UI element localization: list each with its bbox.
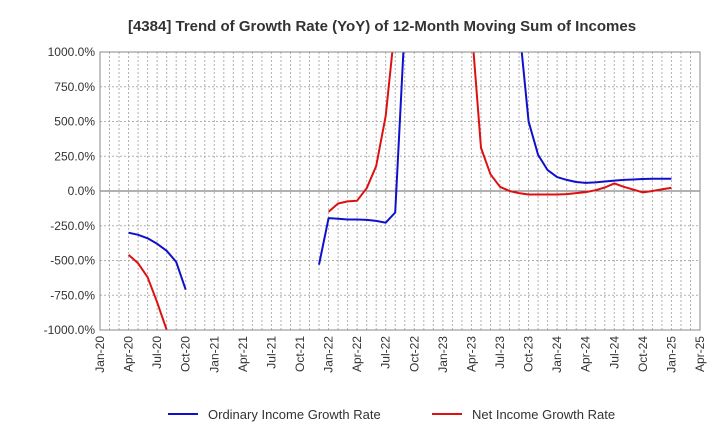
x-tick-label: Oct-20	[179, 336, 193, 372]
series-line-segment	[520, 52, 672, 184]
series-net-income	[127, 52, 672, 330]
x-tick-label: Apr-24	[579, 336, 593, 372]
x-tick-label: Jan-21	[207, 336, 221, 373]
x-tick-label: Jul-24	[607, 336, 621, 369]
legend: Ordinary Income Growth Rate Net Income Gr…	[168, 407, 615, 422]
x-tick-label: Oct-22	[407, 336, 421, 372]
x-tick-label: Apr-20	[122, 336, 136, 372]
x-tick-label: Oct-21	[293, 336, 307, 372]
x-tick-label: Jul-22	[379, 336, 393, 369]
plot-border	[99, 51, 701, 331]
x-tick-label: Jul-23	[493, 336, 507, 369]
chart-title: [4384] Trend of Growth Rate (YoY) of 12-…	[128, 18, 636, 35]
y-tick-label: -750.0%	[50, 288, 95, 302]
x-tick-label: Jan-20	[93, 336, 107, 373]
series-line-segment	[128, 231, 187, 291]
x-tick-label: Jan-24	[550, 336, 564, 373]
y-tick-label: -250.0%	[50, 219, 95, 233]
y-tick-label: 250.0%	[54, 149, 95, 163]
x-tick-label: Jul-20	[150, 336, 164, 369]
legend-label: Ordinary Income Growth Rate	[208, 407, 381, 422]
x-tick-label: Apr-21	[236, 336, 250, 372]
y-axis-ticks: 1000.0% 750.0% 500.0% 250.0% 0.0% -250.0% -500…	[44, 45, 96, 337]
legend-label: Net Income Growth Rate	[472, 407, 615, 422]
y-tick-label: 0.0%	[68, 184, 96, 198]
y-tick-label: 1000.0%	[48, 45, 96, 59]
y-tick-label: 750.0%	[54, 80, 95, 94]
series-line-segment	[127, 254, 168, 330]
series-layer	[127, 52, 672, 330]
x-tick-label: Apr-25	[693, 336, 707, 372]
x-tick-label: Jan-23	[436, 336, 450, 373]
x-tick-label: Jul-21	[264, 336, 278, 369]
x-tick-label: Apr-22	[350, 336, 364, 372]
x-tick-label: Oct-24	[636, 336, 650, 372]
series-line-segment	[318, 52, 405, 265]
x-tick-label: Apr-23	[464, 336, 478, 372]
x-tick-label: Jan-22	[322, 336, 336, 373]
series-line-segment	[472, 52, 672, 196]
x-tick-label: Oct-23	[522, 336, 536, 372]
x-tick-label: Jan-25	[664, 336, 678, 373]
series-line-segment	[327, 52, 394, 213]
y-tick-label: -500.0%	[50, 254, 95, 268]
series-ordinary-income	[128, 52, 672, 291]
y-tick-label: 500.0%	[54, 115, 95, 129]
x-axis-ticks: Jan-20 Apr-20 Jul-20 Oct-20 Jan-21 Apr-21 Jul-…	[93, 336, 707, 373]
y-tick-label: -1000.0%	[44, 323, 96, 337]
